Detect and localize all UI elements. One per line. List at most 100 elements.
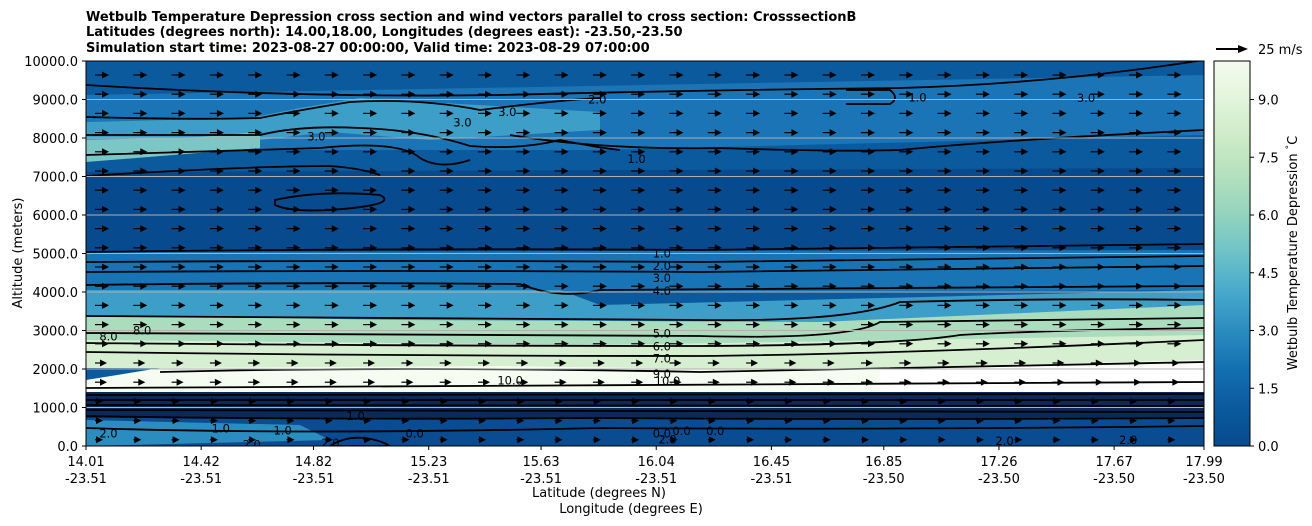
contour-label: 3.0 xyxy=(453,116,471,130)
wind-vector-head xyxy=(1059,109,1067,117)
contour-line xyxy=(86,317,1204,338)
colorbar-tick-label: 0.0 xyxy=(1258,440,1279,455)
wind-vector-head xyxy=(944,90,952,98)
wind-vector-head xyxy=(1174,90,1182,98)
wind-vector-head xyxy=(944,129,952,137)
wind-vector-head xyxy=(1136,321,1144,329)
wind-vector-head xyxy=(408,225,416,233)
wind-vector-head xyxy=(287,417,295,425)
wind-vector-head xyxy=(906,167,914,175)
wind-vector-head xyxy=(561,263,569,271)
wind-vector-head xyxy=(440,436,448,444)
wind-vector-head xyxy=(216,186,224,194)
contour-label: 8.0 xyxy=(133,324,151,338)
wind-vector-head xyxy=(1097,301,1105,309)
wind-vector-head xyxy=(178,340,186,348)
wind-vector-head xyxy=(331,109,339,117)
wind-vector-head xyxy=(714,244,722,252)
wind-vector-head xyxy=(178,186,186,194)
wind-vector-head xyxy=(1059,301,1067,309)
wind-vector-head xyxy=(944,71,952,79)
wind-vector-head xyxy=(676,225,684,233)
wind-vector-head xyxy=(868,90,875,98)
wind-vector-head xyxy=(485,90,492,98)
wind-vector-head xyxy=(676,167,684,175)
wind-vector-head xyxy=(172,417,180,425)
wind-vector-head xyxy=(599,186,607,194)
contour-label: 10.0 xyxy=(655,374,681,388)
wind-vector-head xyxy=(638,186,646,194)
wind-vector-head xyxy=(753,186,761,194)
wind-vector-head xyxy=(1059,90,1067,98)
wind-vector-head xyxy=(982,321,990,329)
wind-vector-head xyxy=(559,359,567,367)
wind-vector-head xyxy=(944,205,952,213)
wind-vector-head xyxy=(714,167,722,175)
wind-vector-head xyxy=(942,359,950,367)
wind-vector-head xyxy=(1097,129,1105,137)
wind-vector-head xyxy=(753,205,761,213)
wind-vector-head xyxy=(216,129,224,137)
wind-vector-head xyxy=(485,263,492,271)
wind-vector-head xyxy=(402,397,410,405)
wind-vector-head xyxy=(982,167,990,175)
wind-vector-head xyxy=(1136,148,1144,156)
wind-vector-head xyxy=(446,225,454,233)
wind-vector-head xyxy=(1059,205,1067,213)
x-tick-label-lon: -23.50 xyxy=(1183,472,1225,487)
wind-vector-head xyxy=(976,436,984,444)
wind-vector-head xyxy=(1059,263,1067,271)
wind-vector-head xyxy=(370,186,378,194)
wind-vector-head xyxy=(134,436,142,444)
contour-label: 5.0 xyxy=(653,327,671,341)
wind-vector-head xyxy=(249,397,257,405)
wind-vector-head xyxy=(593,397,601,405)
wind-vector-head xyxy=(485,321,492,329)
wind-vector-head xyxy=(1059,225,1067,233)
contour-lines xyxy=(86,61,1204,446)
wind-vector-head xyxy=(862,436,869,444)
wind-vector-head xyxy=(100,359,107,367)
wind-vector-head xyxy=(521,378,529,386)
wind-vector-head xyxy=(1019,378,1027,386)
wind-vector-head xyxy=(980,378,988,386)
contour-line xyxy=(509,129,1204,152)
wind-vector-head xyxy=(293,129,301,137)
wind-vector-head xyxy=(293,282,301,290)
wind-vector-head xyxy=(408,186,416,194)
wind-vector-head xyxy=(982,148,990,156)
wind-vector-head xyxy=(293,244,301,252)
wind-vector-head xyxy=(293,225,301,233)
wind-vector-head xyxy=(747,417,755,425)
wind-vector-head xyxy=(1053,436,1061,444)
wind-vector-head xyxy=(1136,129,1144,137)
contour-line xyxy=(86,409,1204,413)
wind-vector-head xyxy=(140,167,148,175)
wind-vector-head xyxy=(1095,359,1103,367)
wind-vector-head xyxy=(636,359,644,367)
grid-lines xyxy=(86,99,1204,408)
wind-vector-head xyxy=(102,148,109,156)
wind-vector-head xyxy=(676,109,684,117)
wind-vector-head xyxy=(982,263,990,271)
contour-line xyxy=(86,255,1204,263)
wind-vector-head xyxy=(331,340,339,348)
wind-key-arrowhead xyxy=(1238,45,1248,53)
wind-vectors xyxy=(95,71,1182,444)
wind-vector-head xyxy=(829,90,837,98)
wind-vector-head xyxy=(1097,340,1105,348)
wind-vector-head xyxy=(408,244,416,252)
contour-label: 3.0 xyxy=(653,271,671,285)
wind-vector-head xyxy=(753,109,761,117)
wind-vector-head xyxy=(785,397,793,405)
wind-vector-head xyxy=(982,225,990,233)
wind-vector-head xyxy=(791,167,799,175)
wind-vector-head xyxy=(670,397,678,405)
wind-vector-head xyxy=(638,282,646,290)
wind-vector-head xyxy=(906,301,914,309)
wind-vector-head xyxy=(370,71,378,79)
wind-vector-head xyxy=(938,397,946,405)
wind-vector-head xyxy=(485,301,492,309)
wind-vector-head xyxy=(982,340,990,348)
contour-label: 2.0 xyxy=(99,427,117,441)
